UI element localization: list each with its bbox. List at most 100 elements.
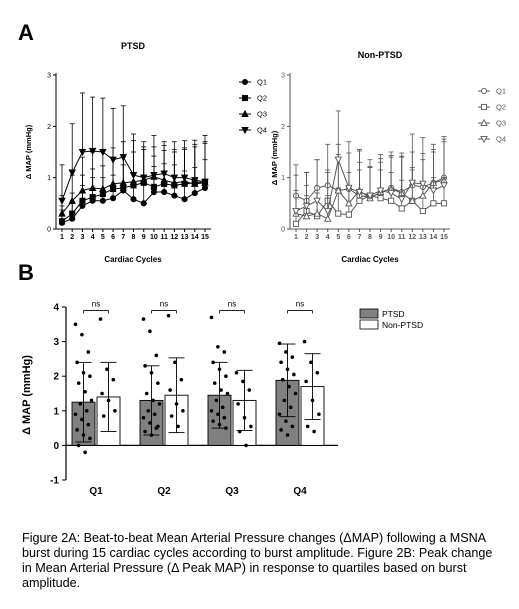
x-tick-label: 6 xyxy=(111,234,115,241)
x-tick-label: 8 xyxy=(368,234,372,241)
data-point xyxy=(387,190,395,198)
data-point xyxy=(75,360,79,365)
data-point xyxy=(81,370,86,375)
data-point xyxy=(88,183,97,191)
category-label: Q4 xyxy=(293,486,307,497)
data-point xyxy=(98,317,103,321)
legend-label: Non-PTSD xyxy=(382,320,423,330)
x-tick-label: 14 xyxy=(191,234,199,241)
data-point xyxy=(89,194,96,201)
data-point xyxy=(388,197,395,204)
data-point xyxy=(293,391,298,396)
data-point xyxy=(181,409,185,413)
data-point xyxy=(312,429,316,434)
data-point xyxy=(113,409,117,413)
data-point xyxy=(169,414,174,418)
data-point xyxy=(139,174,148,182)
data-point xyxy=(156,381,160,385)
legend-marker xyxy=(480,135,488,144)
data-point xyxy=(288,405,293,410)
legend-marker xyxy=(241,126,249,135)
y-tick-label: 0 xyxy=(281,227,285,234)
data-point xyxy=(216,344,220,349)
x-tick-label: 12 xyxy=(408,234,416,241)
chart-title: PTSD xyxy=(121,41,146,51)
data-point xyxy=(241,379,245,384)
data-point xyxy=(69,215,76,222)
data-point xyxy=(313,197,321,205)
legend-item-q3: Q3 xyxy=(478,119,506,128)
data-point xyxy=(141,317,146,321)
data-point xyxy=(209,315,214,320)
data-point xyxy=(86,350,91,354)
data-point xyxy=(284,419,288,423)
category-label: Q1 xyxy=(89,486,103,497)
figure-caption: Figure 2A: Beat-to-beat Mean Arterial Pr… xyxy=(22,531,493,590)
data-point xyxy=(150,183,157,190)
bar-group-ptsd xyxy=(275,341,300,446)
x-tick-label: 7 xyxy=(121,234,125,241)
data-point xyxy=(292,220,300,227)
data-point xyxy=(73,322,78,327)
data-point xyxy=(224,426,228,430)
data-point xyxy=(170,174,179,182)
y-tick-label: 1 xyxy=(47,175,51,182)
data-point xyxy=(279,428,283,432)
legend-marker xyxy=(480,103,488,111)
data-point xyxy=(345,199,353,207)
data-point xyxy=(80,417,84,422)
panel-a-label: A xyxy=(18,20,34,45)
legend-label: Q2 xyxy=(257,94,267,103)
data-point xyxy=(99,197,106,204)
legend-swatch xyxy=(359,319,379,330)
x-tick-label: 6 xyxy=(347,234,351,241)
data-point xyxy=(440,200,448,207)
bar-group-non-ptsd xyxy=(164,313,189,446)
legend-marker xyxy=(480,118,488,127)
data-point xyxy=(151,398,155,403)
significance-label: ns xyxy=(228,299,236,308)
data-point xyxy=(285,367,290,372)
data-point xyxy=(154,353,159,358)
x-tick-label: 3 xyxy=(315,234,319,241)
data-point xyxy=(149,370,154,375)
data-point xyxy=(58,197,66,205)
data-point xyxy=(277,341,282,346)
data-point xyxy=(88,147,97,156)
legend-item-q2: Q2 xyxy=(239,94,267,103)
data-point xyxy=(335,210,342,217)
data-point xyxy=(110,185,117,193)
bar-group-non-ptsd xyxy=(300,339,325,446)
data-point xyxy=(81,433,86,437)
data-point xyxy=(356,197,363,204)
data-point xyxy=(89,398,94,403)
significance-label: ns xyxy=(296,299,304,308)
data-point xyxy=(315,370,320,375)
data-point xyxy=(79,197,86,204)
y-tick-label: 0 xyxy=(53,441,59,452)
data-point xyxy=(156,424,160,429)
data-point xyxy=(191,190,198,197)
data-point xyxy=(310,398,315,403)
legend-label: Q3 xyxy=(496,119,506,128)
data-point xyxy=(75,428,79,432)
data-point xyxy=(304,379,308,384)
data-point xyxy=(279,360,283,365)
data-point xyxy=(211,419,215,423)
data-point xyxy=(119,154,128,162)
data-point xyxy=(277,412,282,417)
data-point xyxy=(79,202,86,209)
data-point xyxy=(160,176,168,184)
data-point xyxy=(377,195,384,202)
y-tick-label: -1 xyxy=(50,476,59,487)
y-axis-label: Δ MAP (mmHg) xyxy=(24,124,33,179)
bar-group-ptsd xyxy=(139,317,164,446)
data-point xyxy=(242,415,247,420)
data-point xyxy=(292,372,296,377)
data-point xyxy=(161,188,168,196)
data-point xyxy=(119,178,128,186)
data-point xyxy=(440,182,448,190)
data-point xyxy=(209,409,214,413)
x-tick-label: 13 xyxy=(181,234,189,241)
y-tick-label: 0 xyxy=(47,227,51,234)
